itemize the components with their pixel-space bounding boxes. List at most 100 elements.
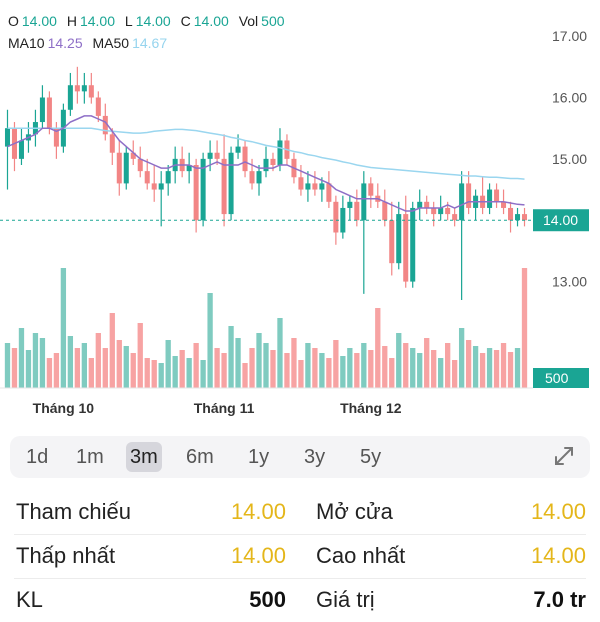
reference-label: Tham chiếu — [16, 499, 131, 524]
candle-body — [277, 140, 283, 165]
candle-body — [403, 214, 409, 282]
candle-body — [347, 201, 353, 208]
volume-bar — [375, 308, 381, 388]
volume-bar — [403, 343, 409, 388]
candle-body — [270, 158, 276, 165]
volume-bar — [214, 348, 220, 388]
candle-body — [116, 152, 122, 184]
volume-bar — [465, 340, 472, 388]
volume-bar — [235, 338, 241, 388]
low-label: L — [124, 13, 133, 29]
volume-bar — [521, 268, 528, 388]
candle-body — [242, 146, 248, 172]
volume-bar — [277, 318, 283, 388]
candle-body — [193, 165, 199, 221]
ma10-value: 14.25 — [47, 35, 83, 51]
volume-bar — [333, 340, 339, 388]
candle-body — [249, 171, 255, 184]
candle-body — [501, 201, 507, 208]
volume-stat-label: KL — [16, 587, 43, 612]
volume-bar — [396, 333, 402, 388]
trade-value-label: Giá trị — [316, 587, 375, 612]
range-1y-button[interactable]: 1y — [248, 446, 270, 468]
candle-body — [515, 214, 521, 221]
candle-body — [410, 207, 416, 282]
candle-body — [46, 97, 52, 129]
price-tick-label: 16.00 — [552, 90, 587, 106]
candle-body — [158, 183, 164, 190]
candle-body — [382, 201, 388, 221]
volume-bar — [179, 350, 185, 388]
close-value: 14.00 — [193, 13, 229, 29]
range-3m-button[interactable]: 3m — [126, 442, 162, 472]
volume-bar — [158, 363, 164, 388]
price-tick-label: 17.00 — [552, 28, 587, 44]
candle-body — [102, 115, 108, 135]
volume-bar — [410, 348, 416, 388]
candle-body — [459, 183, 465, 221]
divider — [14, 578, 586, 579]
volume-bar — [193, 343, 199, 388]
candle-body — [298, 177, 304, 190]
candle-body — [431, 207, 437, 215]
candle-body — [263, 158, 269, 172]
ma50-label: MA50 — [92, 35, 130, 51]
x-tick-label: Tháng 11 — [194, 400, 255, 416]
range-1d-button[interactable]: 1d — [26, 446, 49, 468]
high-value: 14.00 — [79, 13, 115, 29]
volume-bar — [298, 360, 304, 388]
volume-bar — [95, 333, 101, 388]
low-price-value: 14.00 — [230, 543, 286, 568]
volume-bar — [88, 358, 94, 388]
volume-bar — [340, 356, 346, 388]
candle-body — [319, 183, 325, 190]
candle-body — [221, 158, 227, 215]
volume-bar — [81, 343, 88, 388]
volume-bar — [319, 353, 325, 388]
candle-body — [214, 152, 220, 159]
volume-bar — [137, 323, 143, 388]
candle-body — [326, 183, 332, 202]
ma10-line — [7, 115, 525, 212]
ohlcv-header: O 14.00 H 14.00 L 14.00 C 14.00 Vol 500 MA10 1… — [8, 10, 291, 54]
volume-bar — [221, 353, 227, 388]
volume-bar — [493, 350, 500, 388]
candle-body — [417, 201, 423, 208]
candle-body — [466, 183, 472, 208]
candle-body — [361, 183, 367, 221]
divider — [14, 534, 586, 535]
stats-row-volume-value: KL 500 Giá trị 7.0 tr — [0, 578, 600, 622]
candle-body — [144, 171, 150, 184]
volume-bar — [444, 343, 451, 388]
candle-body — [151, 183, 157, 190]
candle-body — [109, 134, 115, 153]
range-5y-button[interactable]: 5y — [360, 446, 382, 468]
volume-bar — [249, 348, 255, 388]
volume-bar — [451, 360, 458, 388]
candle-body — [228, 152, 234, 215]
volume-bar — [458, 328, 465, 388]
range-3y-button[interactable]: 3y — [304, 446, 326, 468]
ohlcv-row: O 14.00 H 14.00 L 14.00 C 14.00 Vol 500 — [8, 10, 291, 32]
candle-body — [396, 214, 402, 264]
candle-body — [88, 85, 94, 98]
volume-bar — [291, 338, 297, 388]
range-6m-button[interactable]: 6m — [186, 446, 214, 468]
candle-body — [508, 207, 514, 221]
volume-bar — [326, 358, 332, 388]
expand-icon[interactable] — [552, 444, 576, 468]
price-chart[interactable]: 17.00 16.00 15.00 14.00 13.00 14.00 500 Tháng 1… — [0, 0, 600, 430]
volume-bar — [472, 346, 479, 388]
range-1m-button[interactable]: 1m — [76, 446, 104, 468]
candle-body — [487, 189, 493, 208]
volume-stat-value: 500 — [249, 587, 286, 612]
volume-bar — [389, 358, 395, 388]
candle-body — [81, 85, 87, 92]
low-value: 14.00 — [135, 13, 171, 29]
trade-value-value: 7.0 tr — [533, 587, 586, 612]
volume-bar — [242, 363, 248, 388]
volume-bar — [424, 338, 430, 388]
volume-bar — [25, 350, 32, 388]
volume-bar — [130, 353, 136, 388]
volume-bar — [172, 356, 178, 388]
